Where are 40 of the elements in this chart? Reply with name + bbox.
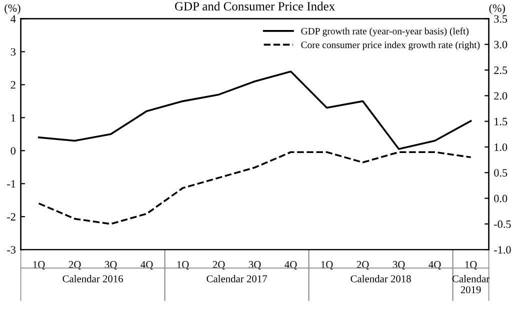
y-tick-label: 0	[10, 147, 16, 155]
legend-label: Core consumer price index growth rate (right)	[301, 41, 480, 50]
y2-tick-label: 3.0	[494, 40, 508, 48]
y-tick-label: 3	[10, 48, 16, 56]
y2-tick-label: 0.5	[494, 169, 508, 177]
x-tick-label: 1Q	[465, 261, 477, 270]
y2-tick-label: 2.0	[494, 92, 508, 100]
y2-tick-label: 2.5	[494, 66, 508, 74]
chart-title: GDP and Consumer Price Index	[175, 2, 335, 11]
text: Calendar 2016	[62, 274, 124, 282]
x-tick-label: 4Q	[284, 261, 297, 270]
x-tick-label: 3Q	[104, 261, 117, 270]
x-tick-label: 1Q	[33, 261, 45, 270]
text: Calendar 2017	[206, 274, 268, 282]
y-tick-label: 4	[10, 15, 16, 23]
y2-tick-label: 1.0	[494, 143, 508, 151]
y-axis-title: (%)	[4, 4, 20, 14]
x-tick-label: 3Q	[248, 261, 261, 270]
x-tick-label: 1Q	[177, 261, 189, 270]
y2-tick-label: 3.5	[494, 15, 508, 23]
x-tick-label: 2Q	[212, 261, 225, 270]
x-tick-label: 4Q	[428, 261, 441, 270]
y2-tick-label: 0.0	[494, 194, 508, 202]
y2-tick-label: -0.5	[494, 220, 511, 228]
y-tick-label: -3	[7, 246, 16, 254]
y2-tick-label: -1.0	[494, 246, 511, 254]
y-tick-label: -2	[7, 213, 16, 220]
x-tick-label: 2Q	[68, 261, 81, 270]
y-tick-label: -1	[7, 180, 16, 188]
y-tick-label: 2	[10, 81, 16, 89]
x-tick-label: 4Q	[140, 261, 153, 270]
x-tick-label: 2Q	[356, 261, 369, 270]
y2-axis-title: (%)	[489, 4, 505, 14]
x-tick-label: 1Q	[321, 261, 333, 270]
y-tick-label: 1	[11, 114, 16, 122]
text: Calendar 2018	[350, 274, 411, 282]
text: Calendar 2019	[452, 274, 490, 294]
legend-label: GDP growth rate (year-on-year basis) (left)	[301, 27, 469, 36]
x-tick-label: 3Q	[392, 261, 405, 270]
y2-tick-label: 1.5	[494, 118, 508, 126]
